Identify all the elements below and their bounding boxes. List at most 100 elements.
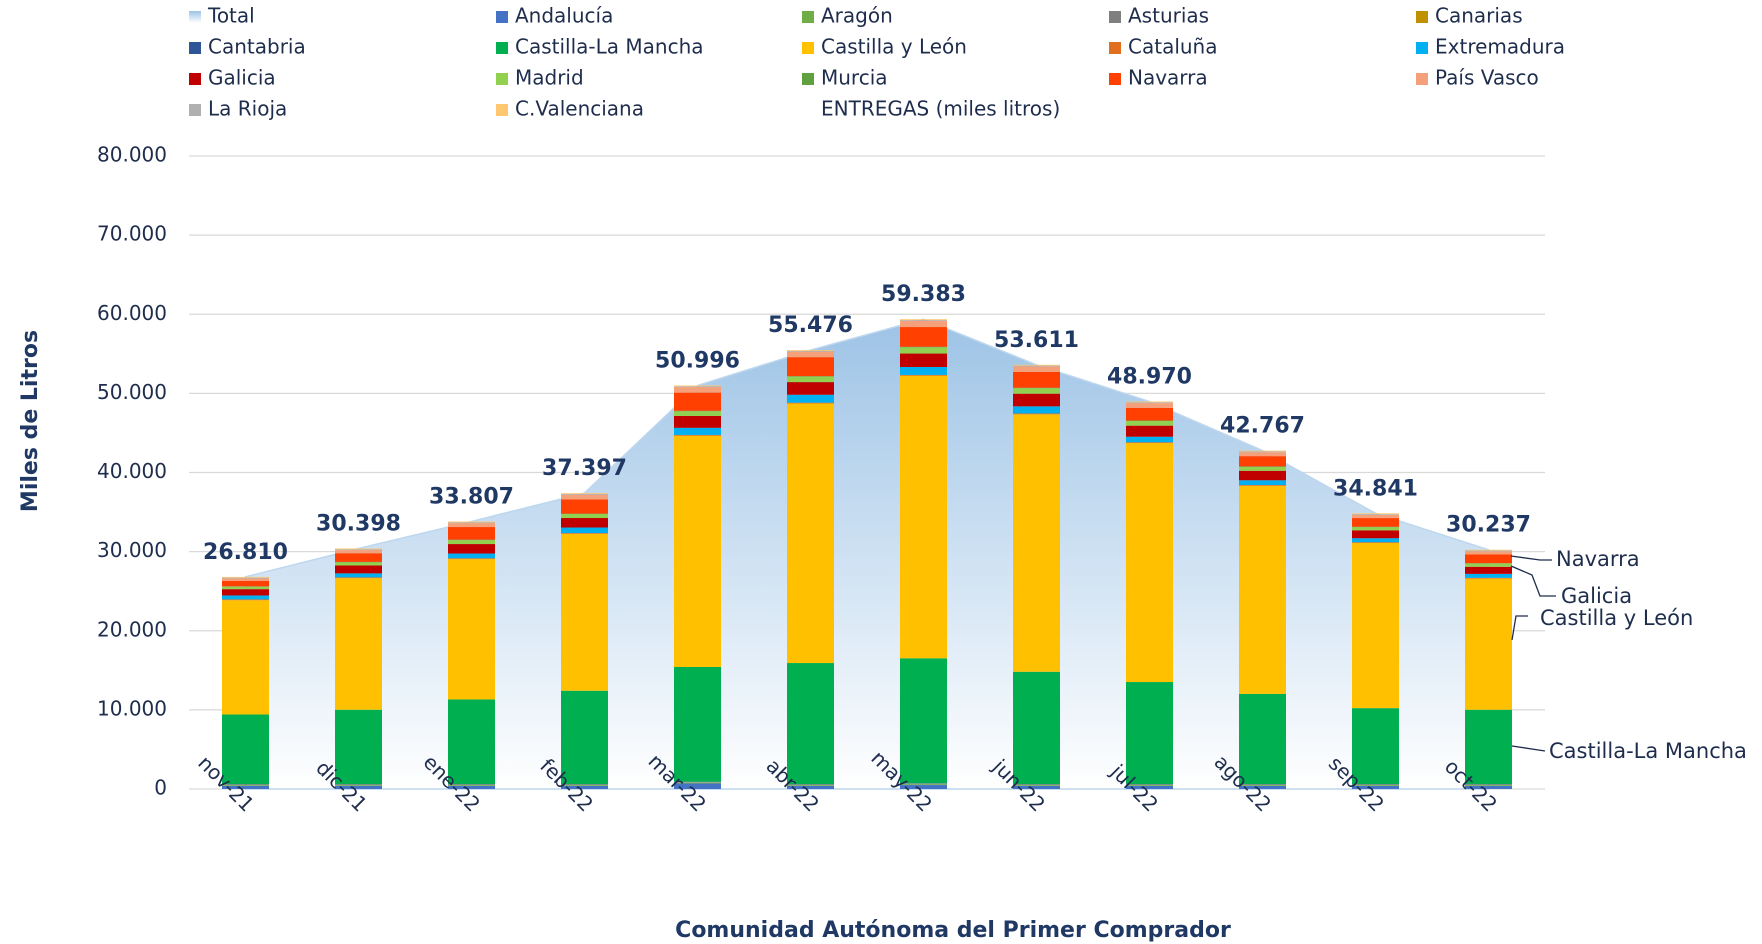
bar-segment xyxy=(335,548,382,550)
bar-segment xyxy=(1013,388,1060,394)
bar-segment xyxy=(561,690,608,785)
bar-segment xyxy=(1239,693,1286,785)
data-label: 53.611 xyxy=(994,328,1079,353)
bar-segment xyxy=(1465,551,1512,555)
bar-segment xyxy=(1239,485,1286,486)
bar-segment xyxy=(561,494,608,500)
bar-segment xyxy=(1013,393,1060,407)
data-label: 48.970 xyxy=(1107,365,1192,390)
bar-segment xyxy=(1239,480,1286,486)
x-axis-title: Comunidad Autónoma del Primer Comprador xyxy=(675,918,1231,943)
bar-segment xyxy=(787,382,834,395)
bar-segment xyxy=(787,785,834,789)
bar-segment xyxy=(335,578,382,710)
bar-segment xyxy=(1013,366,1060,372)
bar-segment xyxy=(1239,466,1286,471)
legend-label: Cantabria xyxy=(208,35,306,59)
bar-segment xyxy=(1239,451,1286,453)
bar-segment xyxy=(1013,364,1060,366)
bar-segment xyxy=(335,573,382,578)
bar-segment xyxy=(674,427,721,435)
bar-segment xyxy=(1465,785,1512,786)
bar-segment xyxy=(335,550,382,554)
bar-segment xyxy=(787,394,834,403)
bar-segment xyxy=(1465,550,1512,552)
data-label: 42.767 xyxy=(1220,414,1305,439)
bar-segment xyxy=(222,580,269,587)
bar-segment xyxy=(1126,436,1173,443)
legend-swatch xyxy=(189,73,201,85)
leader-line xyxy=(1510,565,1556,597)
legend-label: País Vasco xyxy=(1435,66,1539,90)
annotations xyxy=(1510,555,1556,752)
bar-segment xyxy=(1465,709,1512,785)
bar-segment xyxy=(1465,577,1512,579)
bar-segment xyxy=(674,392,721,411)
bar-segment xyxy=(1465,563,1512,567)
legend-label: Navarra xyxy=(1128,66,1208,90)
bar-segment xyxy=(787,785,834,786)
legend-label: La Rioja xyxy=(208,97,287,121)
bar-segment xyxy=(787,663,834,785)
bar-segment xyxy=(900,353,947,368)
bar-segment xyxy=(561,533,608,691)
leader-line xyxy=(1510,555,1552,561)
bar-segment xyxy=(1352,513,1399,515)
y-tick-label: 50.000 xyxy=(97,380,167,404)
bar-segment xyxy=(448,558,495,560)
total-area xyxy=(244,318,1490,790)
bar-segment xyxy=(1013,671,1060,785)
bar-segment xyxy=(900,374,947,376)
legend-swatch xyxy=(496,42,508,54)
bar-segment xyxy=(1126,785,1173,786)
bar-segment xyxy=(1352,514,1399,519)
bar-segment xyxy=(561,493,608,495)
bar-segment xyxy=(448,544,495,554)
bar-segment xyxy=(1013,406,1060,414)
legend-label: Galicia xyxy=(208,66,276,90)
bar-segment xyxy=(900,375,947,659)
bar-segment xyxy=(335,785,382,789)
legend-swatch xyxy=(1109,11,1121,23)
legend-swatch xyxy=(1416,42,1428,54)
bar-segment xyxy=(1352,708,1399,785)
bar-segment xyxy=(448,540,495,545)
legend-label: Canarias xyxy=(1435,4,1523,28)
bar-segment xyxy=(1126,420,1173,426)
legend-swatch xyxy=(1109,73,1121,85)
bar-segment xyxy=(335,562,382,566)
bar-segment xyxy=(787,351,834,358)
legend-label: Total xyxy=(207,4,255,28)
bar-segment xyxy=(222,589,269,596)
bar-segment xyxy=(1013,371,1060,388)
bar-segment xyxy=(222,785,269,786)
bar-segment xyxy=(335,709,382,785)
legend-label: Extremadura xyxy=(1435,35,1565,59)
bar-segment xyxy=(222,595,269,600)
bar-segment xyxy=(1126,442,1173,444)
annotation: Castilla-La Mancha xyxy=(1549,739,1747,763)
bar-segment xyxy=(1465,549,1512,551)
annotation: Navarra xyxy=(1556,547,1640,571)
bar-segment xyxy=(1239,785,1286,789)
legend-swatch xyxy=(189,11,201,23)
legend-swatch xyxy=(496,73,508,85)
bar-segment xyxy=(448,521,495,523)
bar-segment xyxy=(561,527,608,534)
bar-segment xyxy=(1352,542,1399,709)
y-tick-label: 0 xyxy=(154,776,167,800)
legend-label: Aragón xyxy=(821,4,893,28)
data-label: 30.237 xyxy=(1446,513,1531,538)
bar-segment xyxy=(1126,403,1173,408)
y-tick-label: 70.000 xyxy=(97,222,167,246)
bar-segment xyxy=(335,785,382,786)
legend-label: Castilla y León xyxy=(821,35,967,59)
bar-segment xyxy=(222,600,269,715)
bar-segment xyxy=(674,415,721,428)
bar-segment xyxy=(448,699,495,785)
bar-segment xyxy=(674,434,721,436)
legend-label: Madrid xyxy=(515,66,584,90)
bar-segment xyxy=(674,387,721,393)
bar-segment xyxy=(1126,443,1173,683)
bar-segment xyxy=(674,385,721,387)
